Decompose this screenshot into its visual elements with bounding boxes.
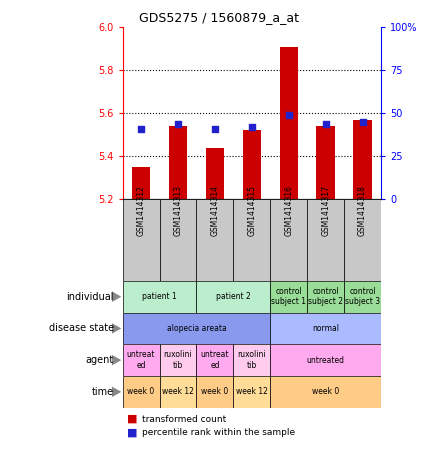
Bar bbox=[233, 199, 270, 281]
Text: week 12: week 12 bbox=[236, 387, 268, 396]
Text: untreat
ed: untreat ed bbox=[127, 351, 155, 370]
Point bbox=[212, 125, 219, 132]
Bar bbox=[159, 199, 197, 281]
Bar bbox=[197, 199, 233, 281]
Text: agent: agent bbox=[86, 355, 114, 365]
Text: week 0: week 0 bbox=[127, 387, 155, 396]
Text: patient 1: patient 1 bbox=[142, 292, 177, 301]
Bar bbox=[279, 47, 298, 199]
Polygon shape bbox=[112, 386, 121, 397]
Bar bbox=[316, 126, 335, 199]
Bar bbox=[353, 120, 372, 199]
Text: individual: individual bbox=[67, 292, 114, 302]
Point bbox=[174, 121, 181, 128]
Text: week 12: week 12 bbox=[162, 387, 194, 396]
Bar bbox=[123, 313, 270, 344]
Bar bbox=[123, 199, 159, 281]
Text: GDS5275 / 1560879_a_at: GDS5275 / 1560879_a_at bbox=[139, 11, 299, 24]
Point bbox=[285, 112, 292, 119]
Bar bbox=[197, 281, 270, 313]
Text: ■: ■ bbox=[127, 428, 138, 438]
Bar bbox=[197, 376, 233, 408]
Bar bbox=[233, 344, 270, 376]
Text: GSM1414316: GSM1414316 bbox=[284, 185, 293, 236]
Polygon shape bbox=[112, 323, 121, 334]
Polygon shape bbox=[112, 355, 121, 366]
Text: control
subject 3: control subject 3 bbox=[345, 287, 380, 306]
Text: GSM1414315: GSM1414315 bbox=[247, 185, 256, 236]
Polygon shape bbox=[112, 291, 121, 302]
Bar bbox=[344, 199, 381, 281]
Text: GSM1414314: GSM1414314 bbox=[210, 185, 219, 236]
Text: GSM1414313: GSM1414313 bbox=[173, 185, 183, 236]
Text: ruxolini
tib: ruxolini tib bbox=[164, 351, 192, 370]
Text: normal: normal bbox=[312, 324, 339, 333]
Bar bbox=[270, 376, 381, 408]
Bar bbox=[197, 344, 233, 376]
Text: ruxolini
tib: ruxolini tib bbox=[237, 351, 266, 370]
Bar bbox=[169, 126, 187, 199]
Bar bbox=[123, 376, 159, 408]
Bar bbox=[159, 344, 197, 376]
Text: time: time bbox=[92, 387, 114, 397]
Bar bbox=[307, 281, 344, 313]
Point bbox=[248, 123, 255, 130]
Text: week 0: week 0 bbox=[201, 387, 229, 396]
Text: untreat
ed: untreat ed bbox=[201, 351, 229, 370]
Bar bbox=[243, 130, 261, 199]
Text: GSM1414318: GSM1414318 bbox=[358, 185, 367, 236]
Bar bbox=[206, 148, 224, 199]
Bar bbox=[233, 376, 270, 408]
Text: transformed count: transformed count bbox=[142, 414, 226, 424]
Text: alopecia areata: alopecia areata bbox=[166, 324, 226, 333]
Bar bbox=[159, 376, 197, 408]
Bar bbox=[270, 313, 381, 344]
Bar bbox=[270, 344, 381, 376]
Text: patient 2: patient 2 bbox=[216, 292, 251, 301]
Bar bbox=[123, 281, 197, 313]
Bar bbox=[270, 281, 307, 313]
Text: percentile rank within the sample: percentile rank within the sample bbox=[142, 428, 296, 437]
Bar bbox=[123, 344, 159, 376]
Bar bbox=[307, 199, 344, 281]
Bar bbox=[270, 199, 307, 281]
Text: control
subject 2: control subject 2 bbox=[308, 287, 343, 306]
Text: untreated: untreated bbox=[307, 356, 345, 365]
Bar bbox=[344, 281, 381, 313]
Text: disease state: disease state bbox=[49, 323, 114, 333]
Text: GSM1414312: GSM1414312 bbox=[137, 185, 145, 236]
Text: ■: ■ bbox=[127, 414, 138, 424]
Text: control
subject 1: control subject 1 bbox=[271, 287, 306, 306]
Point bbox=[359, 119, 366, 126]
Bar bbox=[132, 167, 150, 199]
Text: GSM1414317: GSM1414317 bbox=[321, 185, 330, 236]
Text: week 0: week 0 bbox=[312, 387, 339, 396]
Point bbox=[322, 121, 329, 128]
Point bbox=[138, 126, 145, 133]
